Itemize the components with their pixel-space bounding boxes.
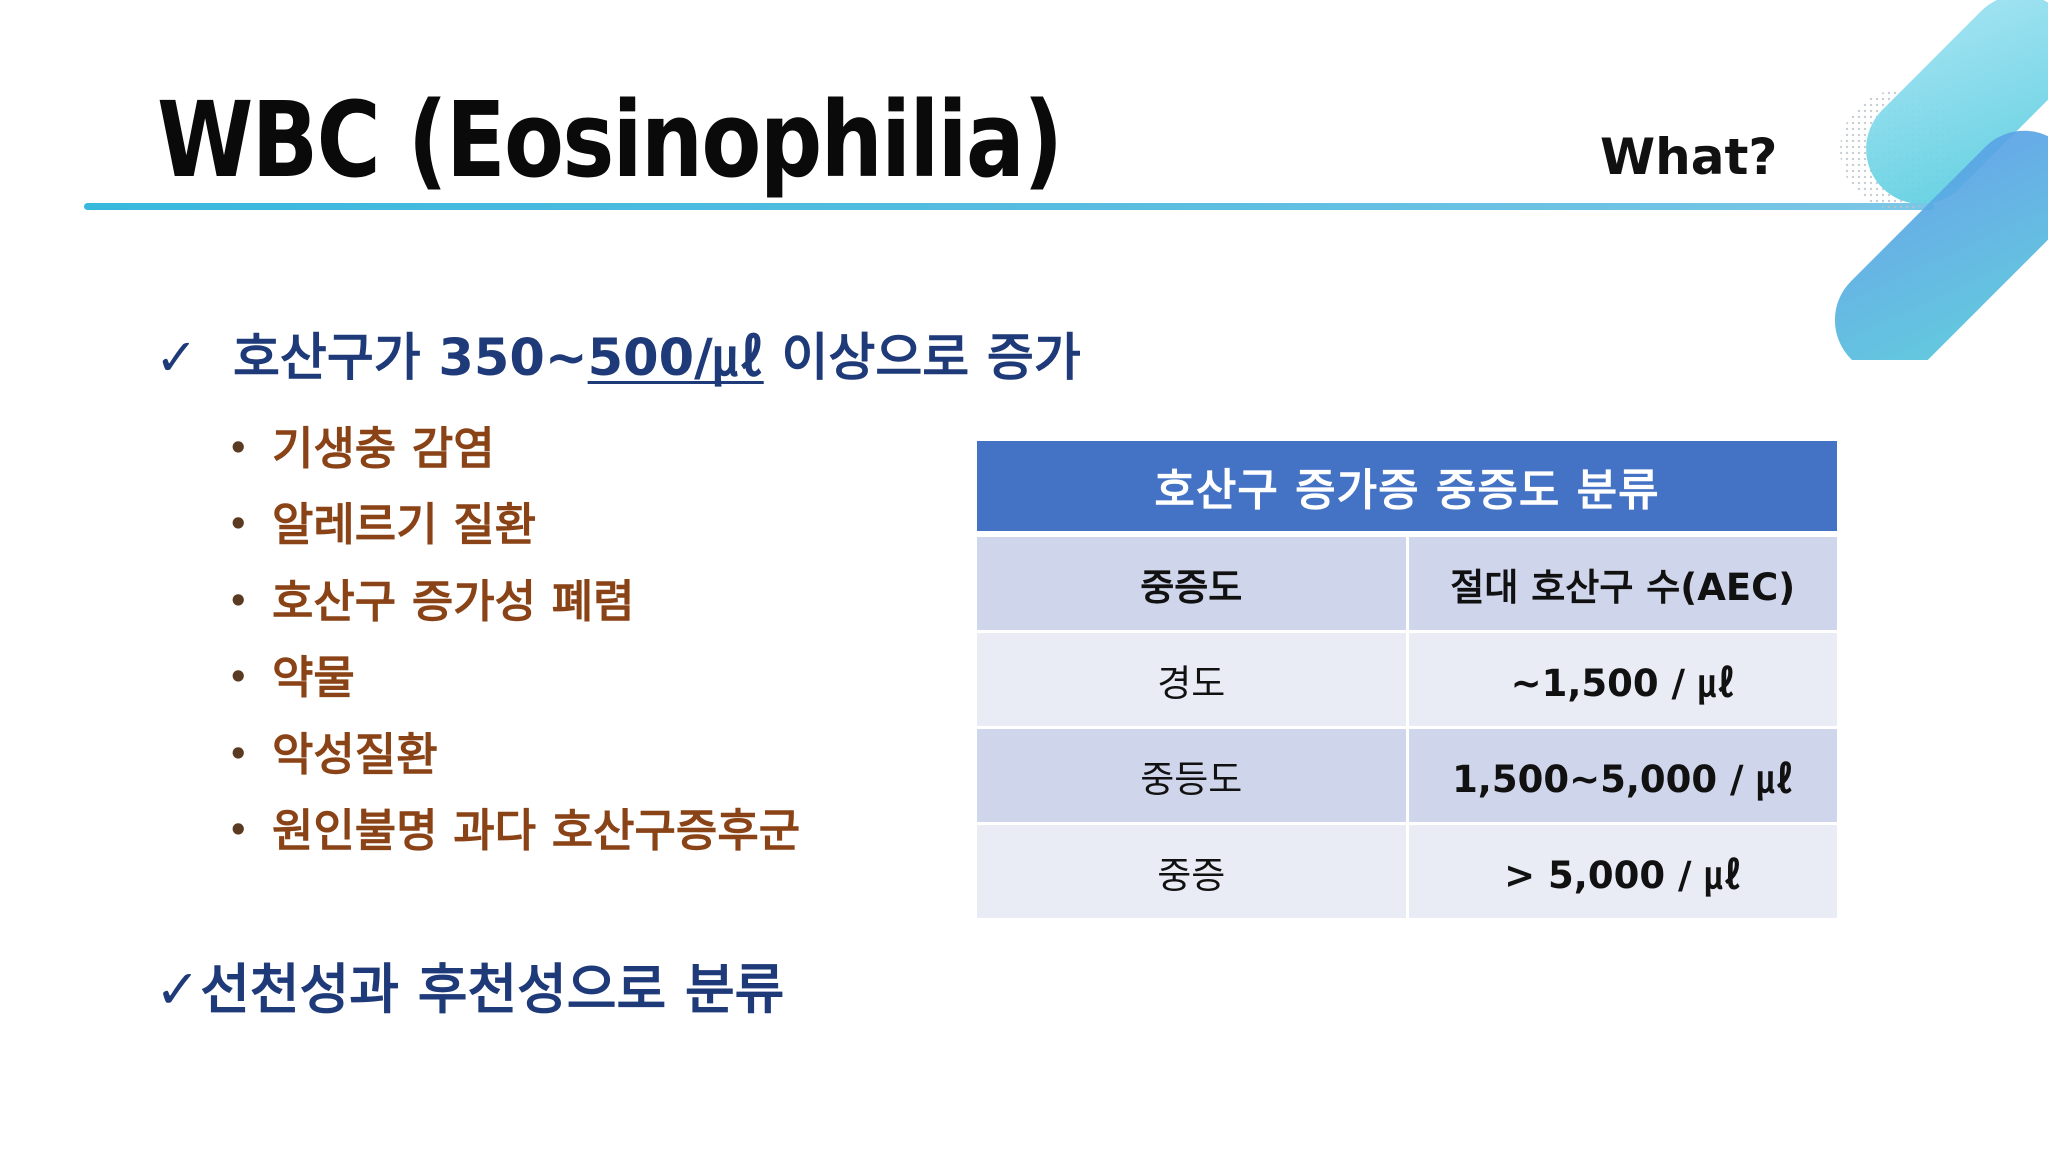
main-bullet-text-before: 호산구가 350~ xyxy=(233,329,588,388)
slide-subtitle: What? xyxy=(1600,128,1778,186)
cause-item: • 기생충 감염 xyxy=(228,420,800,496)
cause-label: 악성질환 xyxy=(272,727,438,781)
cause-label: 약물 xyxy=(272,651,355,705)
bullet-icon: • xyxy=(228,658,249,697)
slide-title: WBC (Eosinophilia) xyxy=(157,79,1063,201)
causes-list: • 기생충 감염 • 알레르기 질환 • 호산구 증가성 폐렴 • 약물 • 악성질환 •… xyxy=(228,420,800,878)
cause-item: • 원인불명 과다 호산구증후군 xyxy=(228,802,800,878)
decorative-capsule-graphic xyxy=(1834,0,2048,360)
bullet-icon: • xyxy=(228,734,249,773)
cause-item: • 알레르기 질환 xyxy=(228,496,800,572)
column-header-aec: 절대 호산구 수(AEC) xyxy=(1407,534,1837,633)
bottom-bullet-classification: ✓선천성과 후천성으로 분류 xyxy=(155,963,784,1017)
bullet-icon: • xyxy=(228,429,249,467)
main-bullet-underlined-value: 500/㎕ xyxy=(587,329,764,388)
severity-table-title: 호산구 증가증 중증도 분류 xyxy=(977,441,1837,537)
severity-cell: 경도 xyxy=(977,631,1409,729)
title-divider xyxy=(84,203,1934,210)
cause-item: • 호산구 증가성 폐렴 xyxy=(228,573,800,649)
table-header-row: 중증도 절대 호산구 수(AEC) xyxy=(977,534,1837,633)
bottom-bullet-text: 선천성과 후천성으로 분류 xyxy=(200,958,785,1021)
cause-item: • 약물 xyxy=(228,649,800,725)
table-row: 중등도 1,500~5,000 / ㎕ xyxy=(977,727,1837,825)
bullet-icon: • xyxy=(228,505,249,544)
main-bullet-text-after: 이상으로 증가 xyxy=(763,329,1081,388)
checkmark-icon: ✓ xyxy=(155,958,201,1021)
cause-label: 알레르기 질환 xyxy=(272,498,537,552)
cause-label: 원인불명 과다 호산구증후군 xyxy=(272,803,801,857)
severity-table: 호산구 증가증 중증도 분류 중증도 절대 호산구 수(AEC) 경도 ~1,5… xyxy=(977,441,1837,921)
aec-cell: 1,500~5,000 / ㎕ xyxy=(1407,727,1837,825)
cause-label: 호산구 증가성 폐렴 xyxy=(272,574,635,628)
severity-cell: 중등도 xyxy=(977,727,1409,825)
cause-item: • 악성질환 xyxy=(228,726,800,802)
cause-label: 기생충 감염 xyxy=(272,422,495,475)
table-row: 경도 ~1,500 / ㎕ xyxy=(977,631,1837,729)
bullet-icon: • xyxy=(228,581,249,620)
aec-cell: ~1,500 / ㎕ xyxy=(1407,631,1837,729)
checkmark-icon: ✓ xyxy=(155,329,198,388)
table-row: 중증 > 5,000 / ㎕ xyxy=(977,823,1837,921)
main-bullet-eosinophil-threshold: ✓ 호산구가 350~500/㎕ 이상으로 증가 xyxy=(155,333,1081,384)
aec-cell: > 5,000 / ㎕ xyxy=(1407,823,1837,921)
column-header-severity: 중증도 xyxy=(977,534,1409,633)
bullet-icon: • xyxy=(228,810,249,849)
severity-cell: 중증 xyxy=(977,823,1409,921)
